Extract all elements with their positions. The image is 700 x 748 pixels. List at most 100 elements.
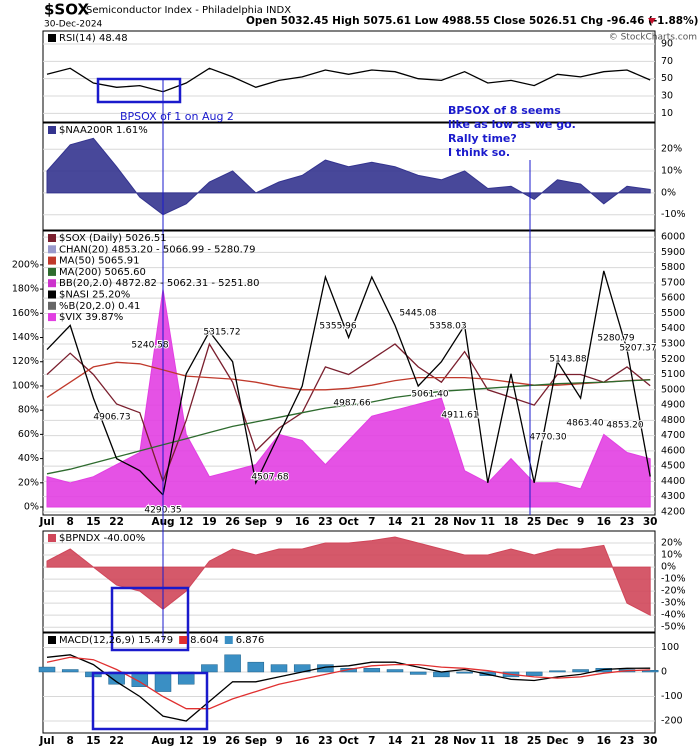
x-tick-label: 18 [504,735,519,747]
x-tick-label: 15 [86,735,101,747]
y-tick-label: 10% [661,550,682,561]
y2-tick-label: 180% [12,284,39,295]
legend-label: $SOX (Daily) 5026.51 [59,233,167,244]
legend-label: RSI(14) 48.48 [59,33,128,44]
x-tick-label: Dec [546,735,568,747]
histogram-bar [386,669,404,673]
x-tick-label: 9 [275,516,282,528]
quote: Open 5032.45 High 5075.61 Low 4988.55 Cl… [246,15,698,27]
legend-label: $VIX 39.87% [59,312,123,323]
legend-label: CHAN(20) 4853.20 - 5066.99 - 5280.79 [59,244,256,255]
x-tick-label: 18 [504,516,519,528]
histogram-bar [38,666,56,673]
y2-tick-label: 200% [12,259,39,270]
x-tick-label: 16 [295,735,310,747]
histogram-bar [572,669,589,673]
legend-swatch [48,34,56,42]
histogram-bar [433,671,450,678]
y-tick-label: 5300 [661,338,685,349]
x-tick-label: Nov [453,516,476,528]
legend-label: 8.604 [190,635,219,646]
y-tick-label: -20% [661,586,686,597]
series-line [46,67,651,93]
series-line [46,379,651,475]
legend-swatch [48,301,56,310]
histogram-bar [270,664,288,673]
x-tick-label: 25 [527,735,542,747]
histogram-bar [456,671,473,674]
panel-frame [42,122,656,231]
credit: © StockCharts.com [609,33,697,43]
legend-label: MA(200) 5065.60 [59,267,146,278]
y-tick-label: -50% [661,622,686,633]
series-line [46,656,651,710]
series-area [46,137,651,216]
y-tick-label: 5500 [661,308,685,319]
price-label: 4987.66 [333,399,370,409]
x-tick-label: 23 [318,735,333,747]
legend-swatch [48,313,56,322]
histogram-bar [61,669,79,673]
y-tick-label: 4300 [661,491,685,502]
x-tick-label: 25 [527,516,542,528]
price-label: 4770.30 [529,433,566,443]
y-tick-label: 0 [661,666,667,677]
x-tick-label: 9 [577,516,584,528]
x-tick-label: Sep [245,516,268,528]
histogram-bar [549,670,566,673]
y-tick-label: -30% [661,598,686,609]
price-label: 4911.61 [441,411,478,421]
price-label: 5445.08 [399,309,436,319]
annotation: Rally time? [448,132,517,145]
y-tick-label: 5700 [661,277,685,288]
panel-frame [42,530,656,633]
x-tick-label: 16 [295,516,310,528]
highlight-box [96,77,182,104]
y-tick-label: 90 [661,39,673,50]
y-tick-label: 4900 [661,400,685,411]
y2-tick-label: 40% [18,453,39,464]
x-tick-label: Jul [39,516,55,528]
y-tick-label: 5200 [661,354,685,365]
price-label: 5358.03 [429,322,466,332]
series-area [46,289,651,508]
legend-swatch [48,279,56,288]
price-label: 4853.20 [606,421,643,431]
x-tick-label: 7 [368,516,375,528]
histogram-bar [363,668,381,673]
y-tick-label: 4200 [661,506,685,517]
y-tick-label: -10% [661,209,686,220]
legend-label: BB(20,2.0) 4872.82 - 5062.31 - 5251.80 [59,278,260,289]
y-tick-label: 0% [661,562,676,573]
x-tick-label: Aug [151,735,174,747]
x-tick-label: 12 [179,516,194,528]
legend-swatch [48,534,56,542]
legend-label: MACD(12,26,9) 15.479 [59,635,173,646]
x-tick-label: 14 [388,516,403,528]
legend-swatch [48,234,56,242]
highlight-box [110,586,190,652]
x-tick-label: 30 [643,735,658,747]
y2-tick-label: 60% [18,429,39,440]
y-tick-label: 4700 [661,430,685,441]
y2-tick-label: 140% [12,332,39,343]
panel-frame [42,230,656,516]
price-label: 4507.68 [251,473,288,483]
histogram-bar [154,671,172,692]
y-tick-label: 5400 [661,323,685,334]
annotation: like as low as we go. [448,118,576,131]
price-label: 5143.88 [549,355,586,365]
x-tick-label: 28 [434,735,449,747]
y2-tick-label: 120% [12,356,39,367]
legend-swatch [48,126,56,134]
x-tick-label: 9 [577,735,584,747]
x-tick-label: 21 [411,516,426,528]
x-tick-label: 8 [67,735,74,747]
legend-swatch [48,256,56,265]
x-tick-label: Dec [546,516,568,528]
x-tick-label: 12 [179,735,194,747]
x-tick-label: 26 [225,735,240,747]
histogram-bar [247,661,265,673]
histogram-bar [224,654,241,673]
